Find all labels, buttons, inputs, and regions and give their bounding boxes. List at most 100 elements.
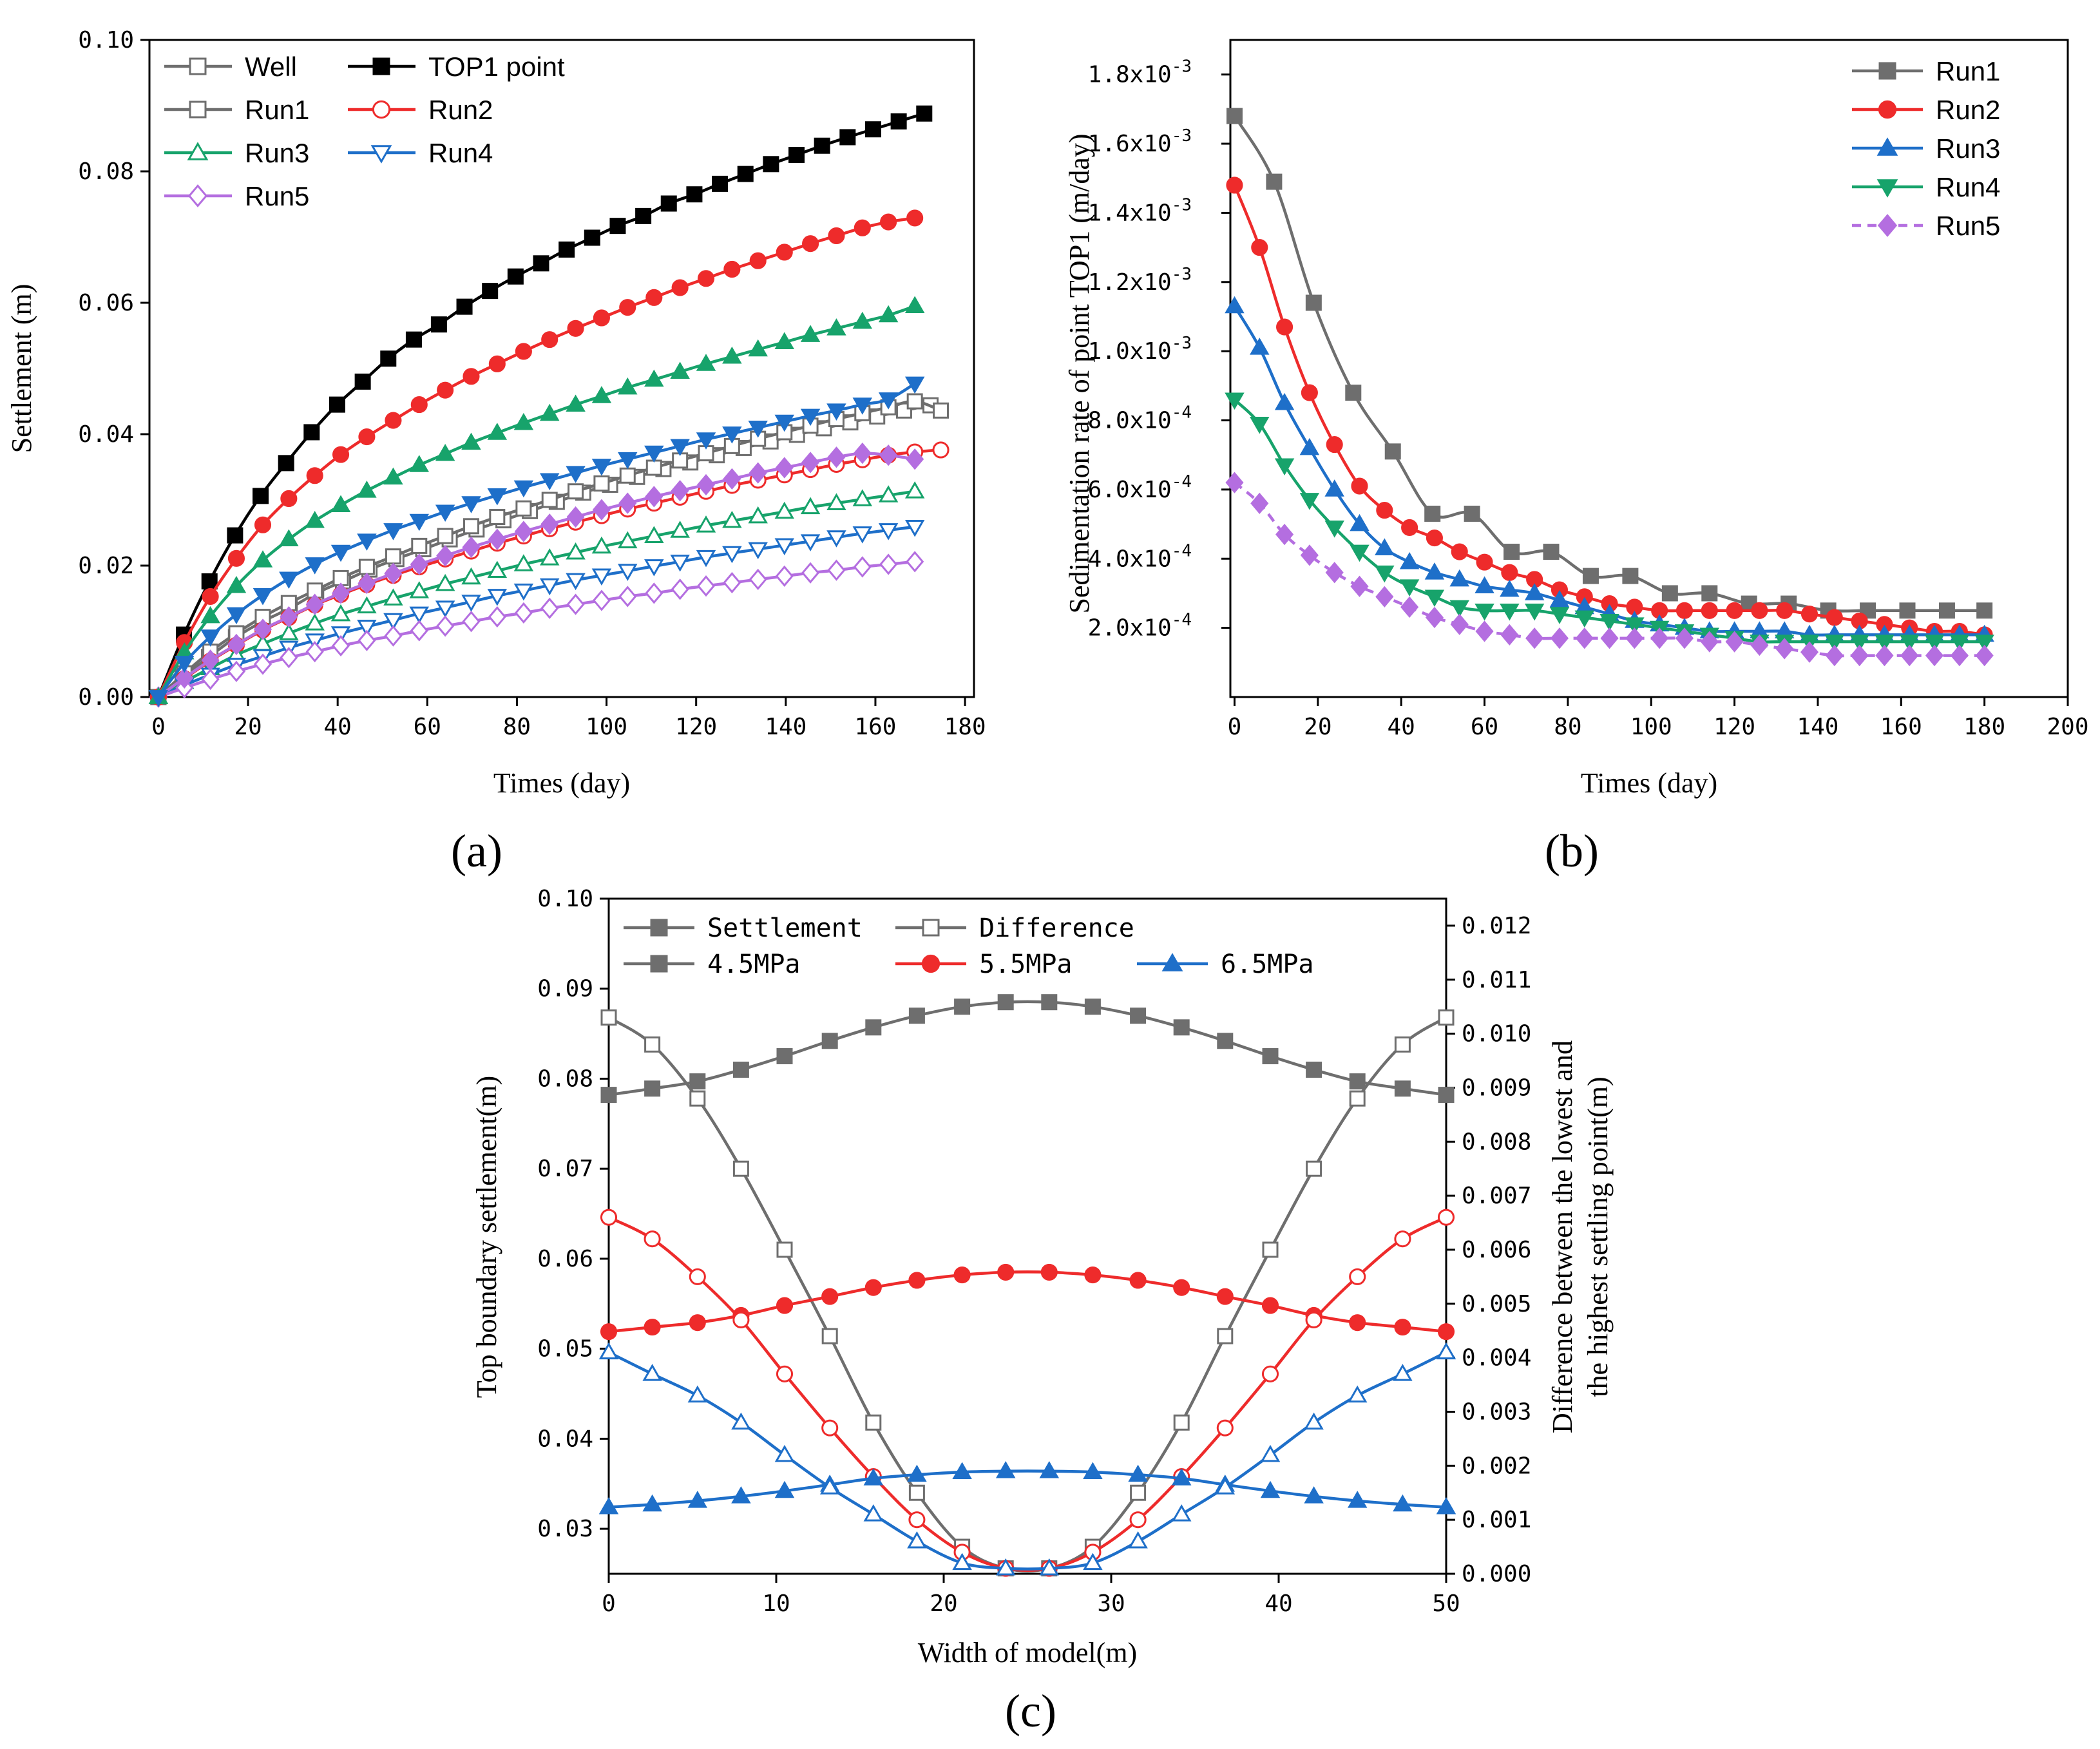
- panel-a-data-point: [671, 578, 689, 600]
- legend-marker: [1876, 179, 1898, 198]
- panel-b-data-point: [1250, 492, 1269, 514]
- panel-b-x-tick-label: 100: [1630, 714, 1672, 740]
- panel-a-data-point: [826, 403, 846, 421]
- panel-b-data-point: [1274, 458, 1295, 475]
- panel-b-data-point: [1351, 477, 1368, 495]
- panel-a-data-point: [515, 500, 532, 517]
- panel-a-data-point: [305, 510, 325, 528]
- panel-c-data-point: [908, 1272, 926, 1289]
- panel-a-y-tick-label: 0.00: [78, 684, 134, 711]
- panel-a-data-point: [533, 255, 549, 272]
- panel-b-data-point: [1450, 613, 1469, 635]
- panel-c-data-point: [598, 1342, 619, 1360]
- panel-a-x-tick-label: 120: [675, 714, 717, 740]
- panel-a-data-point: [227, 550, 245, 567]
- panel-c-data-point: [776, 1241, 793, 1258]
- panel-c-data-point: [907, 1464, 927, 1482]
- panel-a-data-point: [800, 325, 821, 342]
- panel-b-data-point: [1701, 602, 1718, 619]
- panel-b-x-axis-label: Times (day): [1581, 767, 1717, 799]
- panel-b-series-line-run1: [1233, 115, 1985, 613]
- panel-b-data-point: [1350, 575, 1369, 597]
- panel-b-x-tick-label: 60: [1471, 714, 1498, 740]
- panel-c-y2-tick-label: 0.004: [1462, 1345, 1531, 1371]
- panel-b-data-point: [1375, 586, 1394, 607]
- panel-a-x-tick-label: 40: [323, 714, 351, 740]
- panel-b-data-point: [1276, 318, 1293, 336]
- panel-a-data-point: [410, 396, 428, 414]
- panel-a-data-point: [774, 332, 794, 350]
- panel-b-y-tick-label: 1.2x10-3: [1088, 265, 1192, 296]
- legend-label: Run1: [245, 95, 309, 125]
- panel-b-data-point: [1543, 544, 1560, 560]
- panel-a-data-point: [904, 376, 925, 394]
- panel-b-x-tick-label: 180: [1963, 714, 2005, 740]
- panel-b-data-point: [1324, 479, 1344, 497]
- legend-marker: [650, 919, 668, 937]
- panel-b-data-point: [1625, 617, 1645, 635]
- panel-c-data-point: [689, 1073, 706, 1090]
- panel-a-data-point: [671, 279, 689, 296]
- panel-b-y-axis-label: Sedimentation rate of point TOP1 (m/day): [1064, 133, 1095, 613]
- panel-a-data-point: [430, 316, 447, 333]
- panel-b-data-point: [1299, 437, 1320, 455]
- panel-c-data-point: [600, 1087, 617, 1104]
- panel-a-data-point: [409, 606, 430, 624]
- panel-a-data-point: [435, 504, 455, 522]
- panel-b-data-point: [1250, 417, 1270, 434]
- panel-a-data-point: [591, 386, 612, 403]
- panel-c-data-point: [776, 1365, 794, 1382]
- panel-b-y-tick-label: 8.0x10-4: [1088, 403, 1192, 434]
- panel-a-data-point: [306, 467, 323, 484]
- panel-c-data-point: [1394, 1036, 1411, 1053]
- panel-b-data-point: [1399, 551, 1420, 569]
- panel-b-y-tick-label: 1.0x10-3: [1088, 334, 1192, 365]
- panel-a-data-point: [405, 331, 422, 348]
- panel-a-x-tick-label: 20: [234, 714, 262, 740]
- panel-a-data-point: [618, 492, 637, 514]
- panel-c-data-point: [1349, 1268, 1366, 1285]
- panel-a-data-point: [644, 445, 664, 463]
- panel-a-data-point: [279, 529, 299, 547]
- panel-a-data-point: [226, 575, 247, 593]
- panel-b-data-point: [1226, 108, 1243, 124]
- legend-marker: [650, 955, 668, 973]
- panel-a-data-point: [775, 457, 794, 479]
- panel-a-data-point: [566, 542, 586, 560]
- panel-a-data-point: [558, 241, 575, 258]
- panel-a-series-line-run3: [157, 490, 915, 698]
- panel-c-data-point: [1437, 1323, 1455, 1341]
- panel-a-data-point: [462, 536, 481, 559]
- panel-a-data-point: [749, 568, 767, 591]
- panel-b-data-point: [1500, 624, 1519, 645]
- panel-c-data-point: [642, 1364, 662, 1381]
- panel-c-y-tick-label: 0.09: [537, 976, 593, 1002]
- panel-b-data-point: [1524, 603, 1545, 621]
- panel-a-data-point: [722, 346, 742, 364]
- panel-a-plot-frame: [148, 39, 975, 698]
- panel-a-data-point: [409, 581, 430, 598]
- panel-b-data-point: [1875, 644, 1894, 667]
- panel-a-data-point: [410, 553, 428, 575]
- panel-c-y-tick-label: 0.04: [537, 1426, 593, 1452]
- legend-label: TOP1 point: [428, 52, 565, 82]
- panel-c-data-point: [907, 1531, 927, 1549]
- panel-a-data-point: [645, 582, 663, 604]
- legend-label: 6.5MPa: [1221, 950, 1314, 979]
- panel-a-data-point: [916, 105, 933, 122]
- panel-c-data-point: [644, 1319, 661, 1336]
- legend-label: Settlement: [707, 913, 863, 943]
- panel-c-data-point: [865, 1019, 882, 1036]
- panel-a-x-axis-label: Times (day): [493, 767, 630, 799]
- panel-a-data-point: [148, 690, 169, 707]
- panel-c-data-point: [863, 1468, 884, 1486]
- panel-b-data-point: [1524, 583, 1545, 600]
- panel-b-data-point: [1426, 530, 1443, 547]
- panel-b-x-tick-label: 80: [1554, 714, 1581, 740]
- panel-a-data-point: [722, 426, 742, 444]
- panel-b-plot-frame: [1229, 39, 2069, 698]
- panel-a-data-point: [487, 560, 508, 578]
- panel-b-data-point: [1451, 543, 1468, 560]
- panel-b-data-point: [1500, 603, 1520, 621]
